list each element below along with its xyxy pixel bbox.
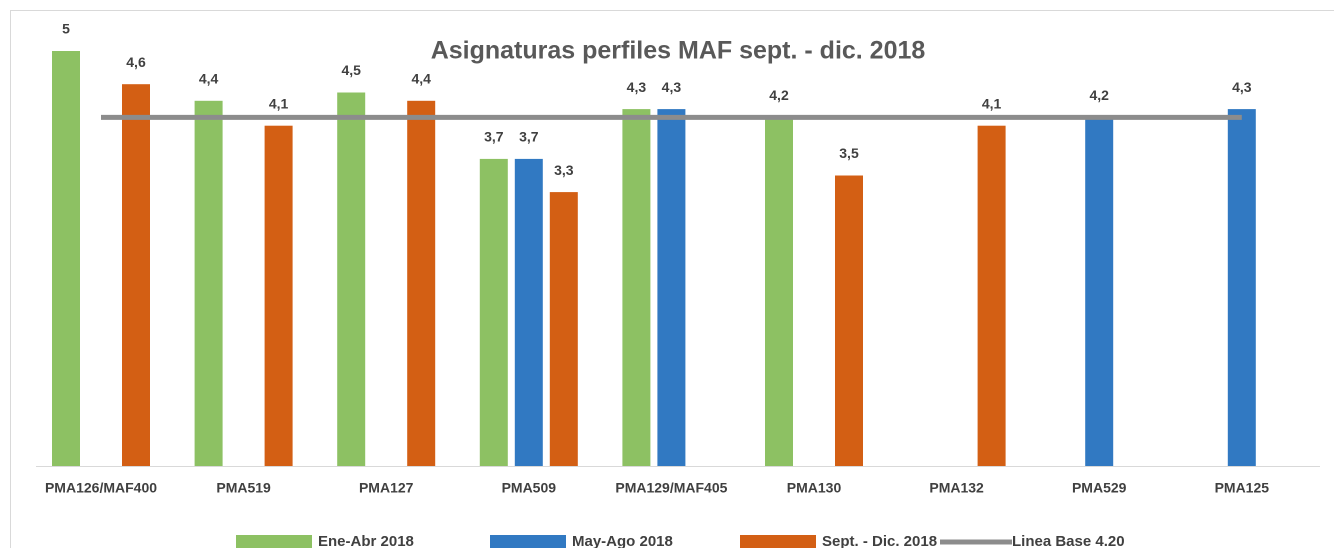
x-tick-label: PMA519 <box>216 480 271 496</box>
legend-label: May-Ago 2018 <box>572 533 673 548</box>
x-tick-label: PMA129/MAF405 <box>615 480 727 496</box>
bar <box>1085 117 1114 467</box>
data-label: 4,2 <box>769 87 789 103</box>
x-tick-label: PMA127 <box>359 480 414 496</box>
data-label: 4,3 <box>1232 79 1252 95</box>
data-label: 4,6 <box>126 54 146 70</box>
data-label: 5 <box>62 21 70 37</box>
bar <box>765 117 793 467</box>
chart-title: Asignaturas perfiles MAF sept. - dic. 20… <box>431 37 926 65</box>
x-tick-label: PMA509 <box>502 480 557 496</box>
bar <box>622 109 651 466</box>
x-tick-label: PMA132 <box>929 480 984 496</box>
data-label: 4,2 <box>1089 87 1109 103</box>
data-label: 4,1 <box>269 95 289 111</box>
data-label: 3,3 <box>554 162 574 178</box>
data-label: 4,5 <box>341 62 361 78</box>
bar <box>122 84 150 466</box>
legend-label: Sept. - Dic. 2018 <box>822 533 937 548</box>
data-label: 4,4 <box>411 71 431 87</box>
chart-frame <box>10 10 1334 548</box>
bar <box>1227 109 1256 466</box>
x-tick-label: PMA126/MAF400 <box>45 480 157 496</box>
bar <box>479 158 508 466</box>
x-tick-label: PMA529 <box>1072 480 1127 496</box>
legend-label: Ene-Abr 2018 <box>318 533 414 548</box>
bar <box>549 192 578 466</box>
x-tick-label: PMA125 <box>1215 480 1270 496</box>
legend-swatch <box>490 535 566 548</box>
bar <box>194 100 223 467</box>
legend-label: Linea Base 4.20 <box>1012 533 1125 548</box>
data-label: 3,7 <box>484 129 504 145</box>
bar <box>514 158 543 466</box>
legend-swatch <box>236 535 312 548</box>
data-label: 4,4 <box>199 71 219 87</box>
legend-swatch <box>740 535 816 548</box>
x-tick-label: PMA130 <box>787 480 842 496</box>
data-label: 3,5 <box>839 145 859 161</box>
bar <box>977 125 1006 466</box>
data-label: 4,1 <box>982 95 1002 111</box>
bar <box>337 92 366 466</box>
bar <box>657 109 686 466</box>
bar <box>52 51 80 466</box>
bar <box>835 175 863 466</box>
bar <box>264 125 293 466</box>
data-label: 3,7 <box>519 129 539 145</box>
data-label: 4,3 <box>662 79 682 95</box>
bar <box>407 100 436 467</box>
data-label: 4,3 <box>627 79 647 95</box>
